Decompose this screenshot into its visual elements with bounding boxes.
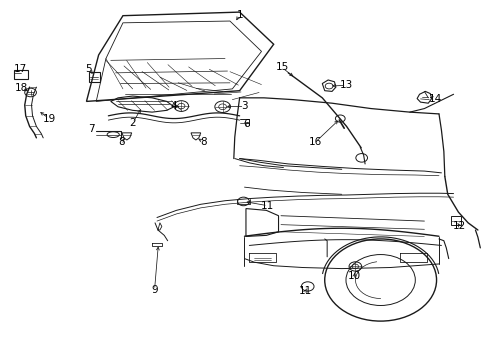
Text: 7: 7 — [88, 124, 95, 134]
Text: 6: 6 — [243, 119, 250, 129]
Text: 10: 10 — [347, 271, 360, 281]
Text: 8: 8 — [118, 137, 124, 147]
Text: 9: 9 — [151, 285, 158, 295]
Bar — [89, 72, 100, 82]
Bar — [450, 216, 460, 225]
Text: 14: 14 — [427, 94, 441, 104]
Text: 8: 8 — [200, 137, 206, 147]
Text: 3: 3 — [241, 102, 247, 111]
Text: 5: 5 — [85, 64, 92, 73]
Text: 13: 13 — [339, 80, 352, 90]
Text: 19: 19 — [42, 113, 56, 123]
Text: 2: 2 — [129, 118, 136, 128]
Text: 11: 11 — [298, 287, 311, 296]
Text: 15: 15 — [275, 63, 288, 72]
Text: 4: 4 — [170, 102, 177, 111]
Text: 11: 11 — [261, 201, 274, 211]
Text: 12: 12 — [452, 221, 465, 231]
Text: 18: 18 — [15, 83, 28, 93]
Text: 17: 17 — [14, 64, 27, 73]
Text: 1: 1 — [236, 10, 243, 20]
Bar — [14, 70, 28, 79]
Text: 16: 16 — [308, 138, 321, 148]
